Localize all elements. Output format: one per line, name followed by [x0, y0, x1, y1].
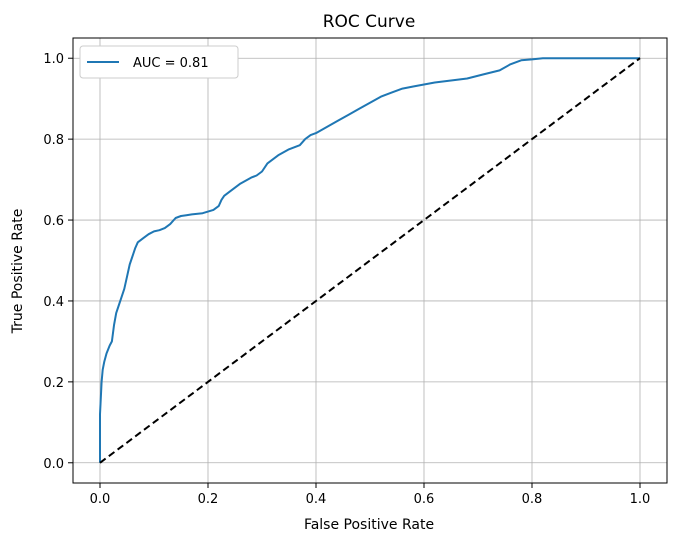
x-tick-label: 1.0	[630, 492, 651, 507]
legend: AUC = 0.81	[79, 45, 239, 79]
y-tick-label: 0.0	[43, 457, 64, 472]
y-tick-label: 0.8	[43, 133, 64, 148]
series-group	[99, 57, 641, 464]
y-tick-label: 0.2	[43, 376, 64, 391]
legend-label: AUC = 0.81	[133, 56, 209, 71]
roc-curve-line	[99, 57, 640, 463]
x-tick-label: 0.4	[306, 492, 327, 507]
y-axis-label: True Positive Rate	[10, 209, 26, 335]
y-tick-label: 0.6	[43, 214, 64, 229]
diagonal-reference-line	[99, 57, 641, 464]
legend-box	[79, 45, 239, 79]
plot-frame	[72, 37, 668, 484]
ticks: 0.0 0.2 0.4 0.6 0.8 1.0 0.0 0.2 0.4 0.6 0.8 1.0	[43, 52, 650, 507]
x-tick-label: 0.0	[90, 492, 111, 507]
y-tick-label: 0.4	[43, 295, 64, 310]
x-tick-label: 0.2	[198, 492, 219, 507]
x-tick-label: 0.8	[522, 492, 543, 507]
y-tick-label: 1.0	[43, 52, 64, 67]
x-axis-label: False Positive Rate	[304, 517, 434, 533]
x-tick-label: 0.6	[414, 492, 435, 507]
chart-title: ROC Curve	[323, 12, 416, 32]
